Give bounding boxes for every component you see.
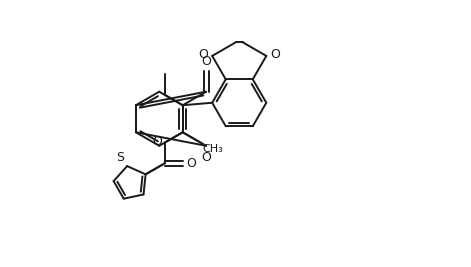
Text: O: O — [152, 135, 162, 148]
Text: O: O — [187, 157, 196, 170]
Text: O: O — [270, 48, 280, 61]
Text: O: O — [198, 48, 208, 61]
Text: CH₃: CH₃ — [203, 144, 223, 154]
Text: O: O — [201, 151, 211, 164]
Text: S: S — [116, 151, 124, 164]
Text: O: O — [201, 55, 211, 68]
